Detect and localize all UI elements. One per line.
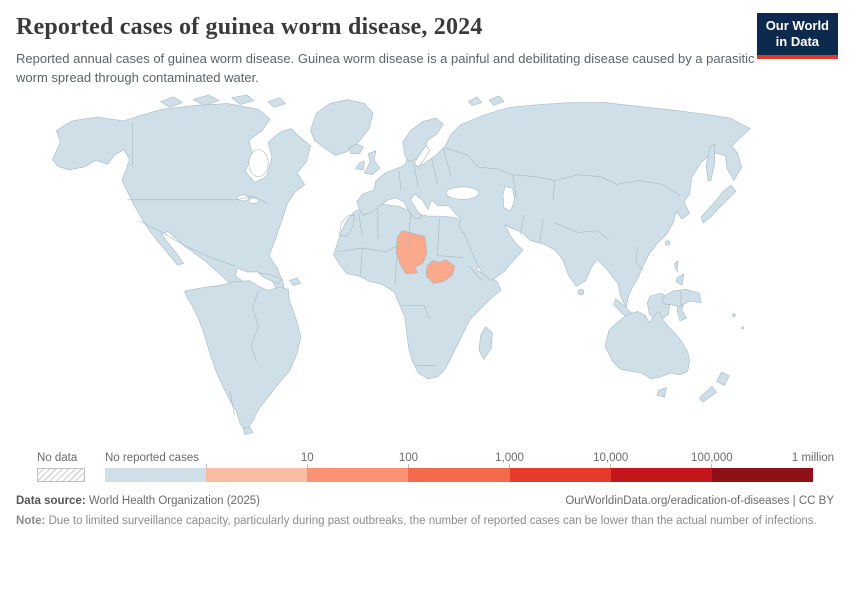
arctic-islands[interactable]	[192, 94, 220, 106]
region-new-zealand[interactable]	[716, 371, 730, 386]
region-sakhalin[interactable]	[705, 143, 715, 181]
great-lakes	[248, 197, 259, 204]
legend-bin-3[interactable]: 1,000	[408, 452, 524, 482]
region-iceland[interactable]	[348, 143, 364, 154]
region-united-kingdom[interactable]	[364, 150, 381, 175]
legend-bin-0[interactable]: No reported cases	[105, 452, 207, 482]
legend-bin-label: No reported cases	[105, 451, 199, 464]
region-australia[interactable]	[604, 310, 690, 379]
owid-url-link[interactable]: OurWorldinData.org/eradication-of-diseas…	[565, 494, 834, 507]
logo-line-1: Our World	[765, 18, 829, 33]
legend-tick	[205, 463, 207, 468]
great-lakes	[237, 194, 250, 201]
world-map-svg	[52, 94, 751, 435]
region-japan[interactable]	[700, 184, 737, 223]
note-text: Due to limited surveillance capacity, pa…	[48, 514, 817, 527]
legend-bin-label: 1,000	[495, 451, 524, 464]
legend-bin-label: 1 million	[791, 451, 835, 464]
region-philippines[interactable]	[673, 259, 679, 272]
map-legend: No data No reported cases 10 100 1,000 10,00…	[37, 452, 834, 482]
tierra-del-fuego[interactable]	[242, 426, 254, 435]
legend-tick	[407, 463, 409, 468]
country-borders	[127, 122, 682, 416]
hudson-bay	[248, 149, 269, 177]
legend-bin-1[interactable]: 10	[206, 452, 314, 482]
footer: Data source: World Health Organization (…	[16, 495, 834, 529]
pacific-islands[interactable]	[732, 313, 736, 317]
region-eurasia[interactable]	[356, 101, 751, 308]
arctic-islands[interactable]	[267, 97, 286, 108]
region-taiwan[interactable]	[664, 240, 671, 246]
arctic-islands[interactable]	[468, 96, 483, 106]
world-map	[16, 92, 834, 450]
legend-bin-5[interactable]: 100,000	[610, 452, 733, 482]
legend-bin-label: 10,000	[593, 451, 629, 464]
baltic-sea	[414, 145, 431, 168]
no-data-swatch[interactable]	[37, 467, 85, 482]
legend-bin-4[interactable]: 10,000	[509, 452, 628, 482]
arctic-islands[interactable]	[489, 95, 505, 106]
page-title: Reported cases of guinea worm disease, 2…	[16, 14, 483, 40]
region-ireland[interactable]	[355, 160, 365, 170]
legend-no-data: No data	[37, 452, 85, 482]
region-sri-lanka[interactable]	[577, 288, 585, 296]
region-south-america[interactable]	[184, 280, 302, 431]
region-scandinavia[interactable]	[402, 117, 444, 162]
legend-bin-label: 100,000	[691, 451, 733, 464]
legend-tick	[509, 463, 511, 468]
data-source-label: Data source:	[16, 494, 86, 507]
pacific-islands[interactable]	[741, 326, 745, 329]
arctic-islands[interactable]	[160, 96, 183, 108]
footer-note: Note: Due to limited surveillance capaci…	[16, 513, 834, 529]
country-south-sudan[interactable]	[425, 258, 456, 284]
chart-subtitle: Reported annual cases of guinea worm dis…	[16, 51, 755, 85]
legend-bar: No reported cases 10 100 1,000 10,000 100,000…	[105, 452, 834, 482]
legend-tick	[711, 463, 713, 468]
country-chad[interactable]	[395, 229, 428, 274]
region-philippines[interactable]	[675, 273, 685, 286]
region-new-zealand[interactable]	[698, 385, 717, 402]
legend-tick	[610, 463, 612, 468]
header: Reported cases of guinea worm disease, 2…	[16, 13, 838, 88]
data-source-value: World Health Organization (2025)	[88, 494, 260, 507]
region-new-guinea[interactable]	[661, 288, 702, 307]
logo-line-2: in Data	[775, 34, 820, 50]
legend-bin-2[interactable]: 100	[307, 452, 418, 482]
region-cuba[interactable]	[258, 272, 283, 284]
legend-bin-label: 10	[300, 451, 314, 464]
legend-bin-6[interactable]: 1 million	[711, 452, 834, 482]
region-africa[interactable]	[333, 203, 502, 379]
country-western-sahara-no-data[interactable]	[339, 214, 356, 237]
region-hispaniola[interactable]	[289, 277, 302, 286]
region-greenland[interactable]	[310, 99, 374, 156]
region-tasmania[interactable]	[656, 386, 667, 398]
no-data-label: No data	[37, 451, 78, 464]
owid-logo[interactable]: Our World in Data	[756, 13, 838, 59]
legend-bin-label: 100	[398, 451, 419, 464]
note-label: Note:	[16, 514, 46, 527]
black-sea	[445, 186, 480, 200]
caspian-sea	[502, 185, 515, 212]
region-madagascar[interactable]	[478, 326, 493, 360]
legend-tick	[306, 463, 308, 468]
data-source-line: Data source: World Health Organization (…	[16, 495, 260, 507]
arctic-islands[interactable]	[231, 94, 254, 105]
